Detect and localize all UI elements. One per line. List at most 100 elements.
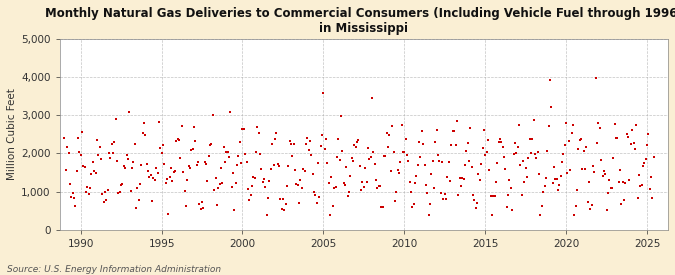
Point [226, 184, 237, 189]
Point [179, 188, 190, 193]
Point [452, 118, 462, 123]
Point [364, 157, 375, 161]
Point [577, 167, 588, 172]
Point [210, 176, 221, 180]
Point [404, 180, 415, 184]
Point [222, 150, 233, 155]
Point [495, 136, 506, 141]
Point [461, 149, 472, 153]
Point [403, 159, 414, 164]
Point [642, 142, 653, 147]
Point [151, 166, 161, 170]
Point [300, 142, 311, 146]
Point [221, 150, 232, 154]
Point [407, 205, 418, 209]
Point [164, 175, 175, 180]
Point [348, 159, 358, 163]
Point [225, 109, 236, 114]
Point [507, 208, 518, 212]
Point [172, 137, 183, 141]
Point [480, 153, 491, 157]
Point [265, 167, 276, 172]
Point [196, 200, 207, 205]
Point [252, 125, 263, 129]
Point [641, 157, 651, 161]
Point [253, 131, 264, 136]
Point [624, 178, 635, 182]
Point [516, 192, 527, 197]
Point [587, 203, 597, 207]
Point [564, 138, 574, 143]
Point [373, 183, 384, 188]
Point [246, 184, 257, 189]
Point [504, 178, 515, 182]
Point [66, 194, 77, 199]
Point [310, 192, 321, 197]
Point [211, 203, 222, 207]
Point [570, 204, 581, 208]
Point [551, 176, 562, 181]
Point [144, 175, 155, 179]
Point [77, 130, 88, 134]
Point [412, 162, 423, 167]
Point [178, 170, 188, 175]
Point [604, 178, 615, 182]
Point [387, 123, 398, 128]
Point [365, 155, 376, 160]
Point [448, 129, 458, 133]
Point [473, 172, 484, 177]
Point [435, 191, 446, 195]
Point [341, 164, 352, 169]
Point [236, 161, 246, 165]
Point [191, 163, 202, 167]
Point [349, 143, 360, 147]
Point [457, 175, 468, 180]
Point [257, 180, 268, 184]
Point [360, 166, 371, 170]
Point [553, 188, 564, 192]
Point [510, 141, 520, 145]
Point [87, 160, 98, 165]
Point [383, 145, 394, 149]
Point [518, 159, 529, 163]
Point [302, 136, 313, 141]
Point [82, 185, 93, 189]
Point [333, 137, 344, 141]
Point [350, 145, 361, 149]
Point [608, 156, 619, 160]
Point [522, 175, 533, 180]
Point [561, 121, 572, 125]
Point [622, 132, 632, 136]
Point [133, 198, 144, 202]
Point [331, 155, 342, 159]
Point [626, 142, 637, 146]
Point [468, 192, 479, 197]
Point [362, 146, 373, 150]
Point [484, 167, 495, 172]
Point [419, 163, 430, 167]
Point [329, 185, 340, 190]
Point [322, 161, 333, 166]
Point [245, 193, 256, 197]
Point [298, 167, 308, 171]
Point [136, 163, 146, 167]
Point [421, 183, 431, 187]
Point [227, 171, 238, 175]
Point [237, 126, 248, 131]
Point [200, 162, 211, 167]
Point [241, 160, 252, 164]
Point [542, 149, 553, 153]
Point [437, 160, 448, 164]
Point [600, 172, 611, 177]
Point [130, 206, 141, 210]
Point [195, 206, 206, 211]
Point [503, 192, 514, 197]
Point [583, 199, 593, 204]
Point [534, 172, 545, 177]
Point [122, 157, 133, 162]
Point [492, 160, 503, 165]
Point [638, 164, 649, 169]
Point [188, 125, 199, 130]
Point [138, 120, 149, 125]
Point [107, 150, 118, 155]
